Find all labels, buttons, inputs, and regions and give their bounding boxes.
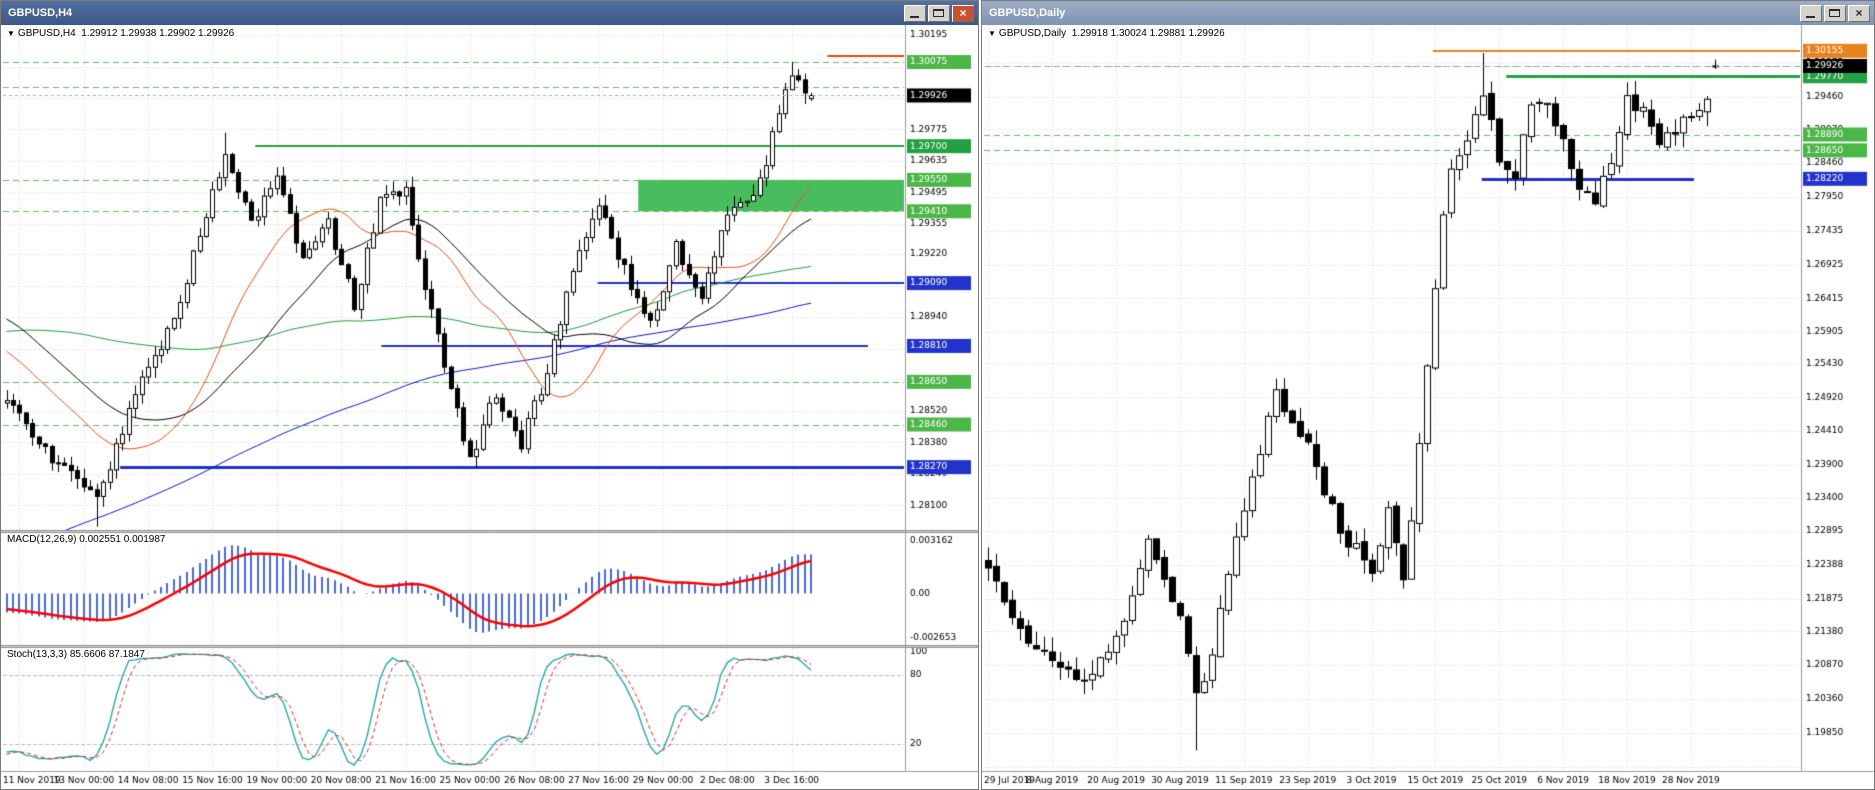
h4-maximize-button[interactable]: [928, 4, 950, 22]
close-icon: ×: [959, 5, 967, 20]
daily-minimize-button[interactable]: [1800, 4, 1822, 22]
maximize-icon: [933, 8, 944, 17]
h4-window-title: GBPUSD,H4: [8, 7, 73, 19]
h4-window-controls: ×: [904, 4, 974, 22]
daily-chart-area: ▼ GBPUSD,Daily 1.29918 1.30024 1.29881 1.…: [982, 25, 1874, 789]
minimize-icon: [910, 15, 919, 18]
daily-close-button[interactable]: ×: [1848, 4, 1870, 22]
h4-close-button[interactable]: ×: [952, 4, 974, 22]
daily-chart-canvas[interactable]: [982, 25, 1874, 789]
daily-window-controls: ×: [1800, 4, 1870, 22]
daily-titlebar[interactable]: GBPUSD,Daily ×: [982, 1, 1874, 25]
h4-chart-area: ▼ GBPUSD,H4 1.29912 1.29938 1.29902 1.299…: [1, 25, 978, 789]
daily-window-title: GBPUSD,Daily: [989, 7, 1066, 19]
close-icon: ×: [1855, 5, 1863, 20]
h4-chart-canvas[interactable]: [1, 25, 978, 789]
maximize-icon: [1829, 8, 1840, 17]
chart-window-h4: GBPUSD,H4 × ▼ GBPUSD,H4 1.29912 1.29938 1…: [0, 0, 979, 790]
h4-titlebar[interactable]: GBPUSD,H4 ×: [1, 1, 978, 25]
daily-maximize-button[interactable]: [1824, 4, 1846, 22]
chart-window-daily: GBPUSD,Daily × ▼ GBPUSD,Daily 1.29918 1.3…: [981, 0, 1875, 790]
h4-minimize-button[interactable]: [904, 4, 926, 22]
minimize-icon: [1806, 15, 1815, 18]
